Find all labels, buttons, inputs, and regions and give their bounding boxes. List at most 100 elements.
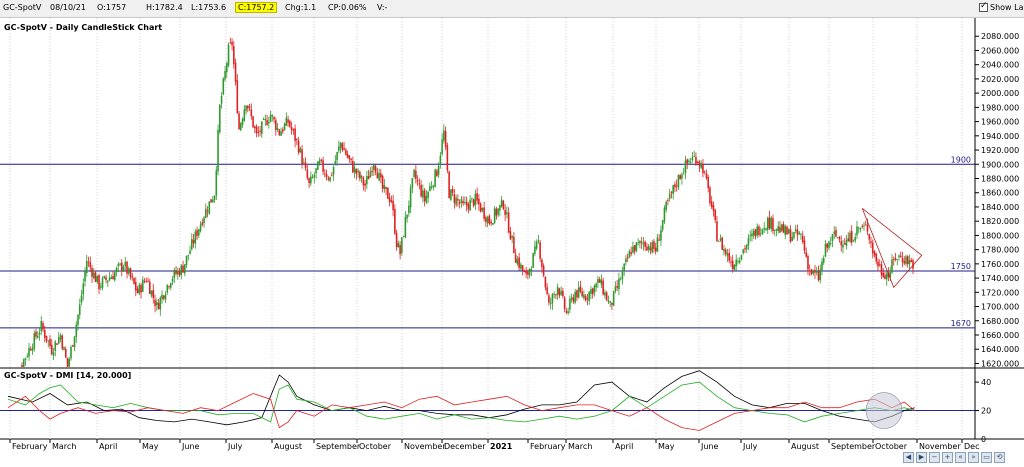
candle-body: [68, 358, 71, 367]
candle-body: [637, 242, 639, 244]
candle-body: [751, 233, 753, 237]
candle-body: [866, 224, 869, 232]
triangle-trendline[interactable]: [861, 208, 923, 289]
minus-di-line[interactable]: [7, 393, 916, 431]
candle-body: [290, 127, 293, 130]
candle-body: [472, 199, 475, 206]
candle-body: [320, 159, 323, 161]
candle-body: [381, 175, 384, 189]
candle-body: [176, 270, 179, 275]
candle-body: [607, 300, 610, 302]
candle-body: [159, 297, 162, 310]
price-tick-label: 1780.000: [981, 246, 1019, 255]
candle-body: [507, 212, 510, 233]
candle-body: [168, 286, 170, 288]
scroll-right-icon[interactable]: ▶: [916, 452, 927, 463]
candle-body: [598, 279, 601, 283]
candle-body: [821, 261, 823, 271]
adx-line[interactable]: [7, 370, 915, 426]
candle-body: [730, 261, 732, 263]
candle-body: [635, 242, 638, 251]
candle-body: [464, 202, 466, 203]
candlestick-chart[interactable]: 1620.000 1640.000 1660.000 1680.000 1700.000…: [0, 18, 1024, 467]
candle-body: [313, 175, 316, 178]
candle-body: [535, 242, 538, 249]
candle-body: [492, 223, 494, 225]
support-line-label: 1900: [951, 155, 971, 164]
candle-body: [688, 160, 690, 163]
candle-body: [593, 285, 596, 293]
fit-icon[interactable]: ▭: [981, 452, 992, 463]
candle-body: [285, 117, 288, 126]
expand-icon[interactable]: »: [968, 452, 979, 463]
show-last-label: Show Last: [990, 3, 1024, 12]
support-line-label: 1670: [951, 319, 971, 328]
candle-body: [117, 264, 120, 267]
candle-body: [702, 164, 704, 174]
candle-body: [98, 275, 100, 290]
candle-body: [905, 256, 907, 264]
candle-body: [556, 287, 559, 295]
candle-body: [761, 229, 764, 234]
candle-body: [733, 264, 736, 270]
candle-body: [224, 70, 226, 80]
candle-body: [166, 284, 169, 293]
zoom-out-icon[interactable]: −: [929, 452, 940, 463]
candle-body: [651, 242, 653, 253]
candle-body: [674, 184, 676, 188]
candle-body: [465, 201, 468, 206]
candle-body: [891, 259, 893, 273]
candle-body: [94, 272, 97, 282]
candle-body: [145, 281, 148, 283]
candle-body: [175, 271, 177, 274]
candle-body: [399, 244, 401, 255]
date-label: 08/10/21: [50, 3, 86, 12]
month-label: November: [404, 442, 446, 451]
candle-body: [64, 349, 67, 358]
scroll-left-icon[interactable]: ◀: [903, 452, 914, 463]
candle-body: [511, 235, 513, 238]
candle-body: [189, 250, 191, 254]
candle-body: [334, 160, 337, 165]
candle-body: [252, 116, 254, 128]
candle-body: [80, 295, 83, 303]
show-last-checkbox[interactable]: [979, 1, 988, 12]
candle-body: [169, 283, 172, 288]
candle-body: [875, 253, 878, 262]
candle-body: [134, 281, 137, 291]
candle-body: [817, 271, 820, 281]
candle-body: [164, 294, 167, 300]
candle-body: [661, 220, 664, 230]
candle-body: [185, 255, 188, 266]
candle-body: [241, 118, 244, 125]
candle-body: [567, 311, 569, 314]
candle-body: [693, 156, 695, 157]
candle-body: [591, 288, 594, 295]
candle-body: [514, 254, 517, 263]
candle-body: [99, 286, 102, 288]
candle-body: [604, 292, 606, 296]
candle-body: [588, 291, 590, 301]
month-label: 2021: [490, 442, 513, 451]
candle-body: [833, 231, 836, 234]
candle-body: [133, 277, 135, 284]
zoom-in-icon[interactable]: +: [942, 452, 953, 463]
candle-body: [483, 207, 485, 219]
candle-body: [154, 300, 156, 307]
candle-body: [255, 126, 258, 134]
candle-body: [516, 259, 519, 265]
candle-body: [679, 175, 681, 180]
reset-icon[interactable]: ⟲: [994, 452, 1005, 463]
candle-body: [569, 298, 571, 310]
price-tick-label: 1620.000: [981, 359, 1019, 368]
price-tick-label: 1920.000: [981, 146, 1019, 155]
candle-body: [70, 346, 72, 359]
candle-body: [47, 340, 50, 342]
compress-icon[interactable]: «: [955, 452, 966, 463]
candle-body: [304, 162, 307, 169]
candle-body: [504, 210, 506, 215]
candle-body: [744, 248, 746, 250]
price-tick-label: 1740.000: [981, 274, 1019, 283]
candle-body: [346, 153, 349, 158]
candle-body: [590, 289, 592, 294]
